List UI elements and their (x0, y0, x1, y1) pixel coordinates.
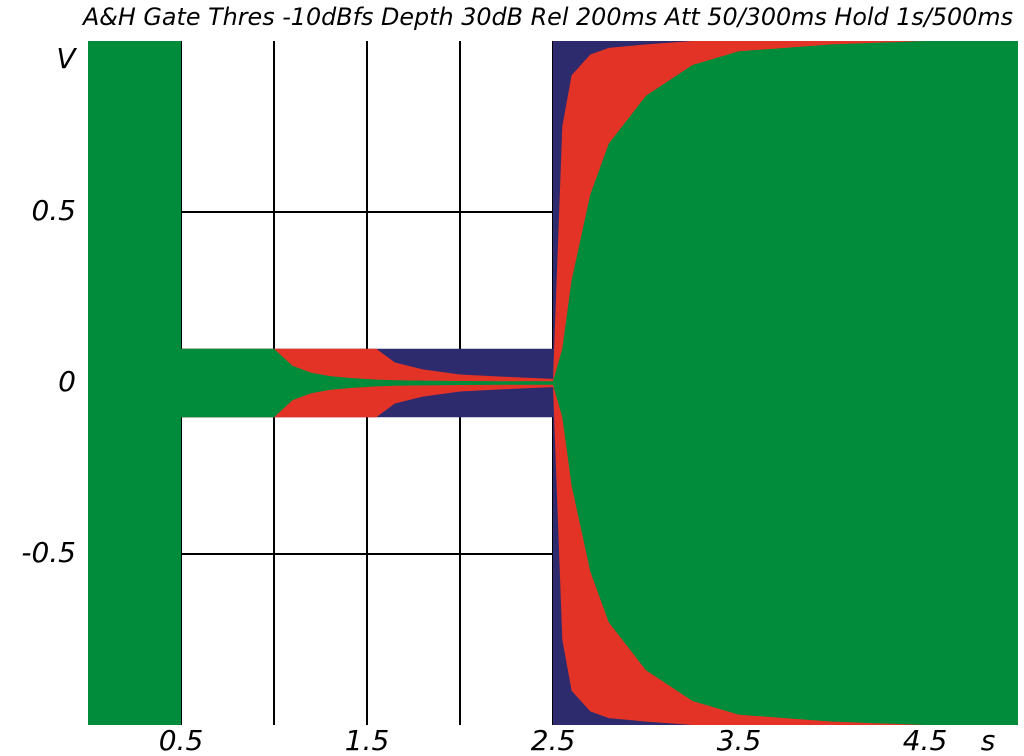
x-tick-label: 3.5 (717, 724, 762, 756)
y-tick-label: 0.5 (31, 194, 76, 227)
chart-title: A&H Gate Thres -10dBfs Depth 30dB Rel 20… (81, 3, 1013, 31)
y-axis-label: V (56, 42, 77, 75)
x-axis-label: s (981, 724, 996, 756)
x-tick-label: 0.5 (159, 724, 204, 756)
y-tick-label: -0.5 (21, 536, 76, 569)
envelope-upper (88, 41, 1018, 383)
x-tick-label: 4.5 (903, 724, 948, 756)
envelope-lower (88, 383, 1018, 725)
x-tick-label: 1.5 (345, 724, 390, 756)
y-tick-label: 0 (58, 365, 76, 398)
x-tick-label: 2.5 (531, 724, 576, 756)
